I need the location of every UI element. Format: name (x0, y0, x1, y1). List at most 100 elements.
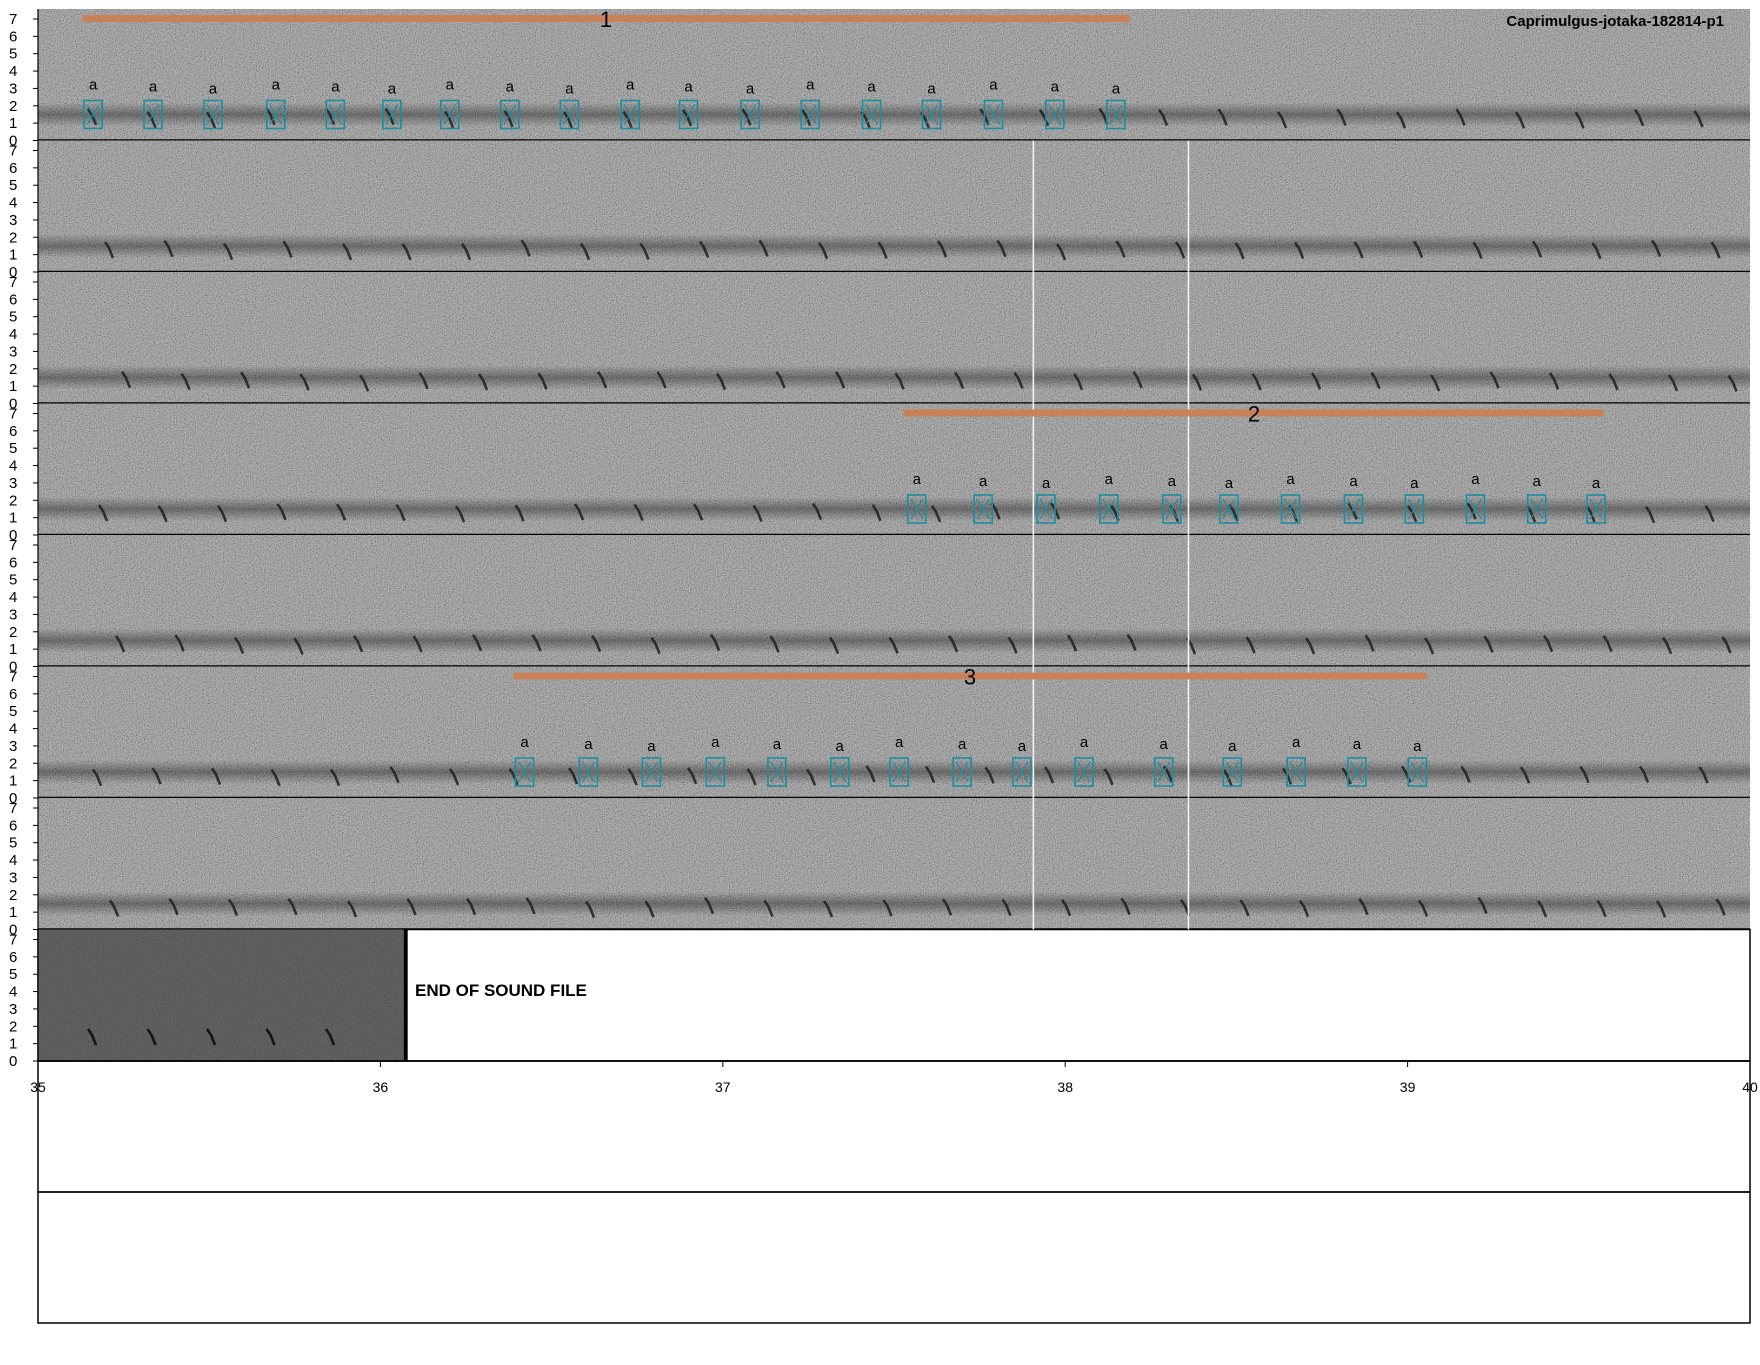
call-stroke (401, 243, 412, 261)
frequency-tick-label: 7 (9, 11, 17, 28)
frequency-tick-label: 2 (9, 887, 17, 904)
syllable-label: a (565, 81, 574, 98)
syllable-mark (146, 104, 160, 125)
frequency-tick-label: 3 (9, 475, 17, 492)
frequency-tick-label: 1 (9, 378, 17, 395)
call-stroke (1234, 242, 1245, 260)
call-stroke (1395, 111, 1407, 129)
syllable-mark (1102, 498, 1116, 520)
syllable-label: a (684, 79, 693, 96)
call-stroke (1358, 898, 1369, 916)
frequency-tick-label: 4 (9, 984, 17, 1001)
call-stroke (103, 241, 115, 259)
syllable-box (921, 99, 942, 130)
call-stroke (1644, 505, 1656, 524)
syllable-box (1222, 757, 1243, 787)
call-stroke (471, 634, 483, 652)
syllable-label: a (1592, 475, 1601, 492)
call-stroke (520, 239, 531, 257)
call-stroke (276, 503, 287, 521)
call-stroke (1542, 634, 1554, 653)
syllable-label: a (1225, 475, 1234, 492)
call-stroke (709, 633, 721, 652)
frequency-tick-label: 2 (9, 229, 17, 246)
call-stroke (1536, 900, 1548, 918)
spectrogram-row (38, 403, 1750, 537)
call-stroke (698, 240, 710, 258)
syllable-mark (1468, 498, 1482, 520)
call-stroke (1574, 111, 1585, 129)
frequency-tick-label: 5 (9, 440, 17, 457)
syllable-label: a (1410, 475, 1419, 492)
syllable-label: a (1112, 81, 1121, 98)
sequence-bar (513, 672, 1427, 680)
frequency-tick-label: 4 (9, 195, 17, 212)
syllable-box (1465, 494, 1486, 524)
call-stroke (406, 898, 417, 916)
call-stroke (1217, 108, 1228, 126)
call-stroke (953, 371, 965, 389)
syllable-mark (328, 104, 342, 125)
call-stroke (579, 242, 591, 261)
call-stroke (477, 373, 489, 391)
call-stroke (1489, 371, 1500, 389)
syllable-label: a (1018, 738, 1027, 755)
call-stroke (650, 636, 661, 655)
call-stroke (448, 768, 460, 786)
syllable-label: a (520, 734, 529, 751)
frequency-tick-label: 3 (9, 212, 17, 229)
syllable-label: a (149, 79, 158, 96)
syllable-mark (743, 104, 757, 125)
call-stroke (1715, 898, 1726, 916)
syllable-box (705, 757, 726, 787)
syllable-box (1286, 757, 1306, 787)
syllable-box (1219, 494, 1239, 524)
call-stroke (656, 371, 667, 389)
call-stroke (877, 241, 888, 259)
frequency-tick-label: 0 (9, 790, 17, 807)
call-stroke (1293, 241, 1305, 259)
call-stroke (384, 107, 395, 126)
call-stroke (151, 767, 162, 785)
syllable-box (641, 757, 662, 787)
frequency-tick-label: 6 (9, 817, 17, 834)
call-stroke (1245, 636, 1256, 654)
call-stroke (1174, 241, 1186, 259)
frequency-tick-label: 0 (9, 1053, 17, 1070)
syllable-box (906, 494, 927, 524)
call-stroke (573, 503, 585, 521)
call-stroke (460, 243, 472, 261)
call-stroke (567, 767, 579, 785)
call-stroke (1370, 371, 1381, 390)
syllable-mark (518, 761, 532, 783)
call-stroke (1596, 899, 1607, 918)
call-stroke (834, 371, 846, 389)
call-stroke (120, 371, 132, 389)
call-stroke (1060, 899, 1072, 917)
syllable-box (800, 99, 821, 130)
call-stroke (465, 897, 477, 916)
frequency-tick-label: 7 (9, 932, 17, 949)
call-stroke (1477, 896, 1488, 915)
frequency-tick-label: 3 (9, 1001, 17, 1018)
call-stroke (233, 636, 245, 655)
syllable-mark (708, 761, 722, 783)
call-stroke (1341, 767, 1352, 785)
call-stroke (1710, 241, 1721, 259)
syllable-label: a (1349, 473, 1358, 490)
syllable-box (578, 757, 599, 787)
syllable-box (1343, 494, 1364, 524)
syllable-box (889, 757, 909, 787)
frequency-tick-label: 5 (9, 835, 17, 852)
syllable-label: a (1042, 475, 1051, 492)
call-stroke (1661, 637, 1673, 655)
syllable-box (1404, 494, 1425, 524)
syllable-box (1012, 757, 1032, 787)
call-stroke (1191, 373, 1203, 391)
call-stroke (758, 239, 769, 257)
frequency-tick-label: 2 (9, 98, 17, 115)
call-stroke (335, 503, 347, 521)
call-stroke (293, 637, 304, 655)
syllable-mark (770, 761, 784, 783)
